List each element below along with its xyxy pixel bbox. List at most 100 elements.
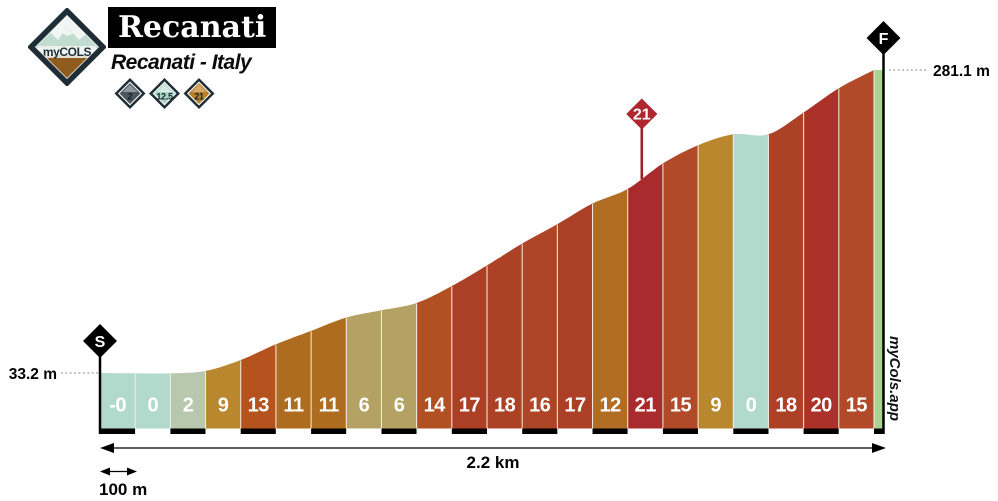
profile-segment <box>803 88 839 429</box>
badge-fill <box>119 83 141 104</box>
distance-tick <box>135 428 171 434</box>
profile-segment <box>275 330 312 429</box>
distance-tick <box>874 428 884 434</box>
gradient-label: 18 <box>494 395 516 417</box>
profile-segment <box>346 310 382 429</box>
gradient-label: 11 <box>283 395 304 417</box>
scale-bar-label: 100 m <box>99 480 147 499</box>
profile-segment <box>416 286 452 429</box>
badge-fill <box>188 83 210 104</box>
finish-strip <box>874 70 884 429</box>
logo-text-band <box>38 46 96 58</box>
logo-ground <box>39 54 95 78</box>
gradient-label: 0 <box>147 395 158 417</box>
badge-mountain-icon <box>157 84 172 92</box>
distance-tick <box>381 428 417 434</box>
gradient-label: 17 <box>564 395 586 417</box>
profile-area: -0 0 2 9 13 11 11 6 6 14 17 18 16 17 12 21 15 9 0 18 20 15 21 <box>100 70 884 434</box>
logo-brand-text: myCOLS <box>43 45 92 59</box>
distance-tick <box>557 428 593 434</box>
profile-segment <box>240 344 276 429</box>
distance-tick <box>275 428 312 434</box>
watermark: myCols.app <box>886 336 903 421</box>
distance-tick <box>803 428 839 434</box>
badge-value: 2 <box>128 92 133 102</box>
gradient-label: 18 <box>775 395 797 417</box>
badge-value: 12.5 <box>156 92 173 102</box>
arrow-right-icon <box>127 467 137 476</box>
finish-elevation-label: 281.1 m <box>933 63 990 80</box>
profile-segment <box>381 303 417 429</box>
gradient-label: 13 <box>248 395 270 417</box>
distance-tick <box>733 428 769 434</box>
gradient-label: 14 <box>424 395 447 417</box>
distance-tick <box>627 428 663 434</box>
distance-tick <box>451 428 487 434</box>
scale-bar: 100 m <box>99 467 147 499</box>
gradient-label: -0 <box>109 395 126 417</box>
total-distance-label: 2.2 km <box>467 453 520 472</box>
profile-segment <box>311 317 347 429</box>
arrow-left-icon <box>100 443 114 453</box>
page-subtitle: Recanati - Italy <box>111 51 252 74</box>
badge-length-km: 2 <box>114 78 146 109</box>
distance-tick <box>311 428 347 434</box>
logo-snowcap-icon <box>62 27 73 36</box>
logo-mountains-icon <box>36 27 98 48</box>
badge-mountain-icon <box>122 84 138 92</box>
gradient-label: 0 <box>746 395 757 417</box>
arrow-left-icon <box>100 467 110 476</box>
gradient-label: 9 <box>218 395 229 417</box>
gradient-label: 17 <box>459 395 481 417</box>
distance-tick <box>698 428 734 434</box>
gradient-label: 6 <box>359 395 370 417</box>
start-elevation-label: 33.2 m <box>9 366 57 383</box>
profile-segment <box>522 224 558 429</box>
profile-segment <box>487 243 523 429</box>
distance-tick <box>662 428 699 434</box>
distance-tick <box>416 428 452 434</box>
profile-segment <box>838 70 874 429</box>
profile-segment <box>627 163 663 429</box>
finish-marker-letter: F <box>879 31 889 48</box>
gradient-label: 9 <box>710 395 721 417</box>
gradient-label: 15 <box>670 395 692 417</box>
distance-tick <box>240 428 276 434</box>
distance-tick <box>592 428 628 434</box>
stat-badges: 2 12.5 21 <box>114 78 215 109</box>
distance-tick <box>522 428 558 434</box>
badge-max-gradient: 21 <box>183 78 215 109</box>
gradient-label: 16 <box>529 395 551 417</box>
gradient-label: 15 <box>846 395 868 417</box>
profile-segment <box>135 373 171 429</box>
mycols-logo: myCOLS <box>28 8 106 86</box>
profile-segment <box>557 203 593 429</box>
gradient-label: 11 <box>319 395 340 417</box>
max-gradient-marker-label: 21 <box>633 107 651 124</box>
gradient-label: 12 <box>599 395 621 417</box>
arrow-right-icon <box>872 443 886 453</box>
profile-segment <box>698 134 734 429</box>
distance-tick <box>487 428 523 434</box>
distance-tick <box>768 428 804 434</box>
profile-segment <box>100 373 136 429</box>
gradient-label: 20 <box>811 395 833 417</box>
distance-tick <box>170 428 206 434</box>
badge-avg-gradient: 12.5 <box>149 78 180 109</box>
distance-tick <box>205 428 241 434</box>
profile-segment <box>768 112 804 429</box>
distance-tick <box>346 428 382 434</box>
profile-segment <box>205 360 241 429</box>
badge-fill <box>154 83 175 104</box>
gradient-label: 21 <box>635 395 657 417</box>
badge-mountain-icon <box>191 84 207 92</box>
profile-segment <box>451 265 487 429</box>
start-marker-letter: S <box>95 334 106 351</box>
profile-segment <box>170 370 206 429</box>
profile-segment <box>733 133 769 429</box>
badge-value: 21 <box>194 92 204 102</box>
page-title: Recanati <box>108 7 277 48</box>
distance-tick <box>838 428 874 434</box>
